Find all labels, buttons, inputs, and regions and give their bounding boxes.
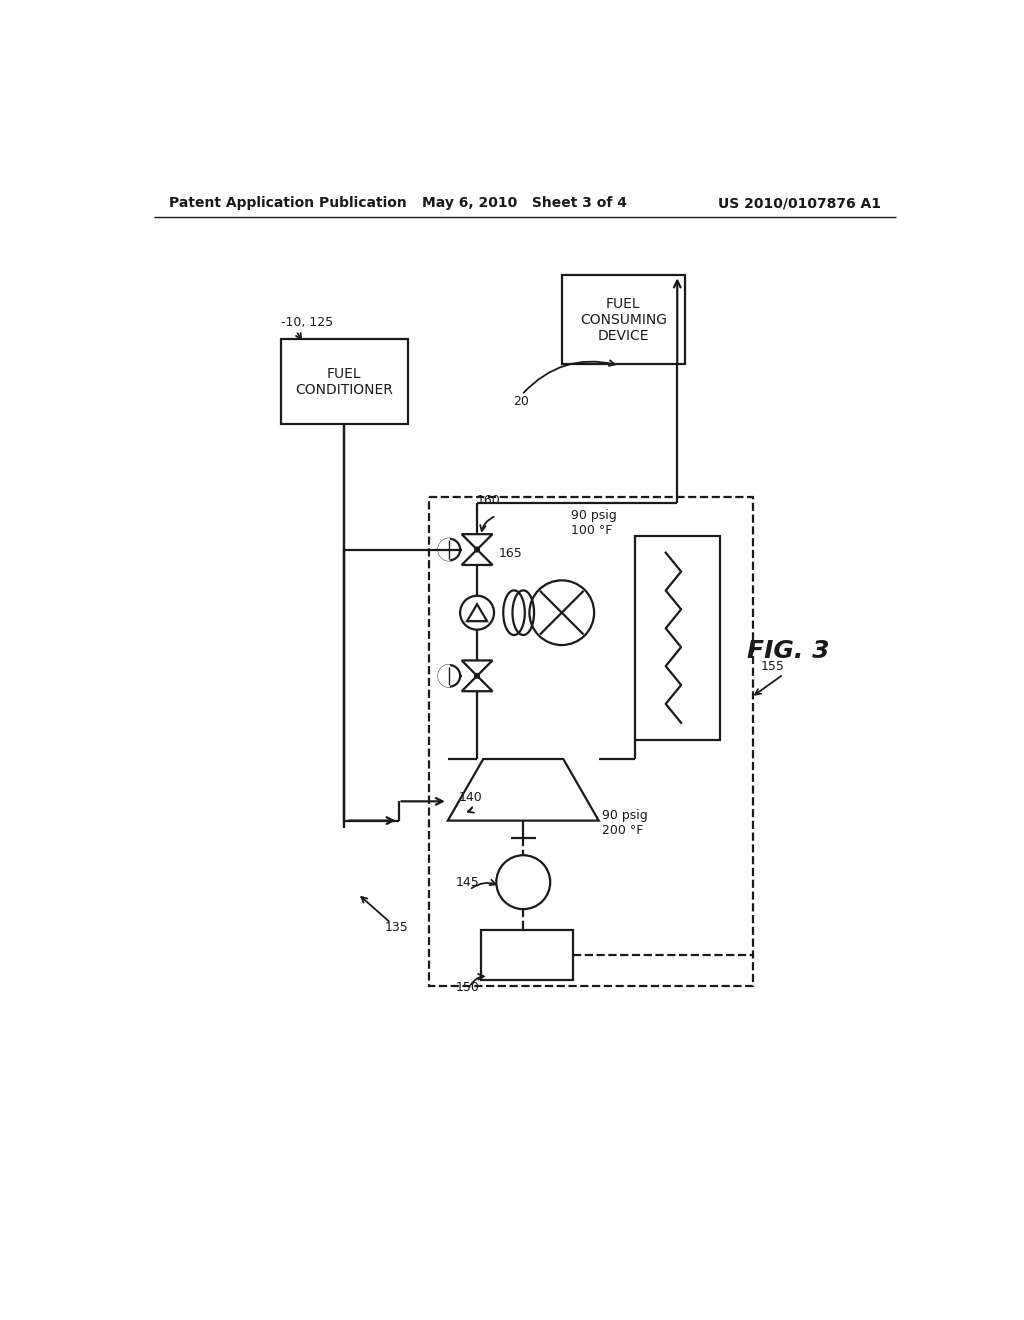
Text: FUEL
CONSUMING
DEVICE: FUEL CONSUMING DEVICE xyxy=(580,297,667,343)
Text: US 2010/0107876 A1: US 2010/0107876 A1 xyxy=(718,197,881,210)
Text: 145: 145 xyxy=(456,876,479,890)
Bar xyxy=(429,498,753,986)
Circle shape xyxy=(475,673,479,678)
Circle shape xyxy=(475,548,479,552)
Polygon shape xyxy=(438,665,450,686)
Text: 155: 155 xyxy=(761,660,784,673)
Text: FUEL
CONDITIONER: FUEL CONDITIONER xyxy=(295,367,393,397)
Bar xyxy=(562,276,685,364)
Text: 140: 140 xyxy=(459,792,482,804)
Bar xyxy=(635,536,720,739)
Polygon shape xyxy=(438,539,450,560)
Text: 150: 150 xyxy=(456,981,479,994)
Bar xyxy=(481,929,573,979)
Text: 90 psig
200 °F: 90 psig 200 °F xyxy=(602,809,647,837)
Text: 135: 135 xyxy=(385,921,409,933)
Text: Patent Application Publication: Patent Application Publication xyxy=(169,197,407,210)
Bar xyxy=(281,339,408,424)
Text: May 6, 2010   Sheet 3 of 4: May 6, 2010 Sheet 3 of 4 xyxy=(422,197,628,210)
Text: 165: 165 xyxy=(499,546,522,560)
Text: 20: 20 xyxy=(513,395,529,408)
Text: -10, 125: -10, 125 xyxy=(281,317,333,330)
Text: 160: 160 xyxy=(477,494,501,507)
Text: 90 psig
100 °F: 90 psig 100 °F xyxy=(571,508,616,537)
Text: FIG. 3: FIG. 3 xyxy=(746,639,829,663)
